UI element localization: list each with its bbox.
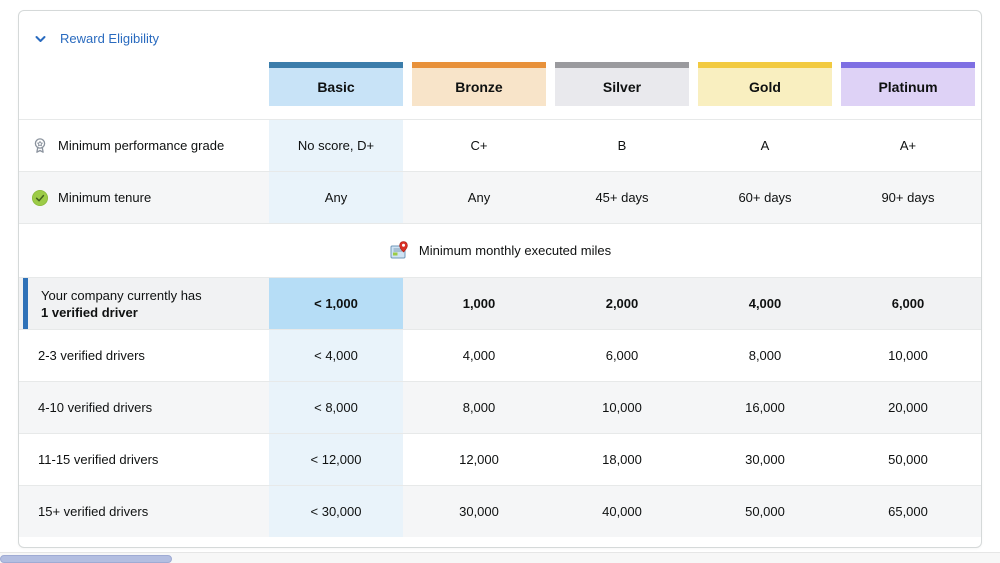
- tier-name: Bronze: [412, 68, 546, 106]
- tier-color-bar: [698, 62, 832, 68]
- tier-name: Basic: [269, 68, 403, 106]
- table-row-4-10-drivers: 4-10 verified drivers < 8,000 8,000 10,0…: [19, 381, 981, 433]
- cell-gold: 60+ days: [738, 190, 792, 205]
- tier-header-gold: Gold: [698, 62, 832, 106]
- tier-header-spacer: [19, 62, 269, 106]
- cell-gold: 4,000: [748, 296, 782, 311]
- cell-platinum: A+: [899, 138, 917, 153]
- cell-platinum: 6,000: [891, 296, 925, 311]
- chevron-down-icon[interactable]: [35, 35, 46, 43]
- cell-gold: 16,000: [745, 400, 785, 415]
- table-row-11-15-drivers: 11-15 verified drivers < 12,000 12,000 1…: [19, 433, 981, 485]
- cell-gold: A: [760, 138, 770, 153]
- row-label: Minimum tenure: [19, 189, 269, 207]
- tier-name: Gold: [698, 68, 832, 106]
- cell-platinum: 50,000: [888, 452, 928, 467]
- cell-silver: 6,000: [605, 348, 639, 363]
- cell-bronze: 1,000: [462, 296, 496, 311]
- table-row-minimum-tenure: Minimum tenure Any Any 45+ days 60+ days…: [19, 171, 981, 223]
- row-label-text: Minimum tenure: [58, 190, 152, 205]
- cell-silver: 18,000: [602, 452, 642, 467]
- cell-silver: 45+ days: [595, 190, 649, 205]
- row-label-text: Minimum performance grade: [58, 138, 225, 153]
- cell-bronze: 30,000: [459, 504, 499, 519]
- cell-silver: 10,000: [602, 400, 642, 415]
- cell-basic: < 4,000: [269, 330, 403, 381]
- cell-bronze: 4,000: [462, 348, 496, 363]
- cell-gold: 50,000: [745, 504, 785, 519]
- cell-basic: < 30,000: [269, 486, 403, 537]
- reward-eligibility-card: Reward Eligibility Basic Bronze Silver G…: [18, 10, 982, 548]
- table-row-current-company: Your company currently has 1 verified dr…: [19, 277, 981, 329]
- cell-platinum: 90+ days: [881, 190, 935, 205]
- tier-header-basic: Basic: [269, 62, 403, 106]
- row-label: Your company currently has 1 verified dr…: [19, 287, 269, 321]
- cell-platinum: 65,000: [888, 504, 928, 519]
- cell-bronze: C+: [470, 138, 488, 153]
- cell-basic: No score, D+: [269, 120, 403, 171]
- cell-gold: 30,000: [745, 452, 785, 467]
- tier-header-bronze: Bronze: [412, 62, 546, 106]
- row-label: 2-3 verified drivers: [38, 348, 145, 363]
- tier-color-bar: [555, 62, 689, 68]
- row-label: 15+ verified drivers: [38, 504, 149, 519]
- check-circle-icon: [31, 189, 49, 207]
- row-label: 11-15 verified drivers: [38, 452, 159, 467]
- tier-header-silver: Silver: [555, 62, 689, 106]
- row-label-line2: 1 verified driver: [41, 304, 138, 320]
- tier-header-row: Basic Bronze Silver Gold Platinum: [19, 62, 981, 106]
- medal-icon: [31, 137, 49, 155]
- table-row-15plus-drivers: 15+ verified drivers < 30,000 30,000 40,…: [19, 485, 981, 537]
- row-label: Minimum performance grade: [19, 137, 269, 155]
- section-header-reward-eligibility[interactable]: Reward Eligibility: [19, 11, 981, 46]
- map-pin-icon: [389, 240, 410, 261]
- cell-basic: < 12,000: [269, 434, 403, 485]
- cell-silver: 2,000: [605, 296, 639, 311]
- tier-name: Platinum: [841, 68, 975, 106]
- cell-platinum: 10,000: [888, 348, 928, 363]
- cell-bronze: 8,000: [462, 400, 496, 415]
- miles-section-header: Minimum monthly executed miles: [19, 223, 981, 277]
- cell-silver: 40,000: [602, 504, 642, 519]
- horizontal-scrollbar[interactable]: [0, 552, 1000, 563]
- cell-silver: B: [617, 138, 627, 153]
- miles-section-label: Minimum monthly executed miles: [418, 243, 612, 258]
- tier-color-bar: [269, 62, 403, 68]
- row-label: 4-10 verified drivers: [38, 400, 153, 415]
- cell-basic: < 1,000: [269, 278, 403, 329]
- row-label-line1: Your company currently has: [41, 287, 202, 303]
- table-row-2-3-drivers: 2-3 verified drivers < 4,000 4,000 6,000…: [19, 329, 981, 381]
- horizontal-scrollbar-thumb[interactable]: [0, 555, 172, 563]
- cell-bronze: Any: [467, 190, 491, 205]
- table-row-performance-grade: Minimum performance grade No score, D+ C…: [19, 119, 981, 171]
- tier-color-bar: [412, 62, 546, 68]
- tier-header-platinum: Platinum: [841, 62, 975, 106]
- current-row-accent-bar: [23, 278, 28, 329]
- cell-platinum: 20,000: [888, 400, 928, 415]
- tier-color-bar: [841, 62, 975, 68]
- cell-basic: Any: [269, 172, 403, 223]
- section-title[interactable]: Reward Eligibility: [60, 31, 159, 46]
- cell-gold: 8,000: [748, 348, 782, 363]
- tier-name: Silver: [555, 68, 689, 106]
- cell-basic: < 8,000: [269, 382, 403, 433]
- cell-bronze: 12,000: [459, 452, 499, 467]
